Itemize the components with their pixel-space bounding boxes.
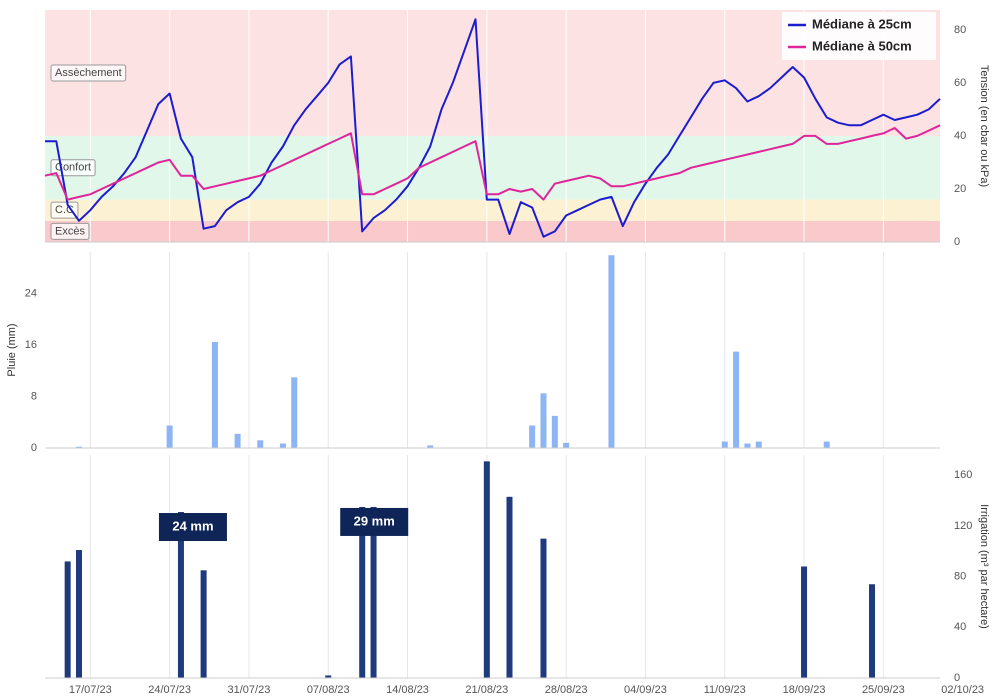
bar <box>75 550 82 678</box>
zone-label-text: Assèchement <box>55 67 122 79</box>
zone <box>45 135 940 200</box>
x-tick-label: 17/07/23 <box>69 684 112 696</box>
bar <box>823 441 830 448</box>
x-tick-label: 18/09/23 <box>783 684 826 696</box>
y-tick-label: 20 <box>954 183 966 195</box>
bar <box>608 255 615 448</box>
x-tick-label: 07/08/23 <box>307 684 350 696</box>
zone-label-text: Confort <box>55 162 91 174</box>
bar <box>529 425 536 448</box>
y-axis-label: Pluie (mm) <box>6 323 18 376</box>
x-tick-label: 04/09/23 <box>624 684 667 696</box>
zone-label-text: Excès <box>55 225 85 237</box>
bar <box>801 566 808 678</box>
legend-label: Médiane à 25cm <box>812 16 912 31</box>
y-tick-label: 24 <box>25 288 37 300</box>
bar <box>540 393 547 448</box>
bar <box>506 496 513 678</box>
y-tick-label: 60 <box>954 77 966 89</box>
bar <box>869 584 876 678</box>
x-tick-label: 14/08/23 <box>386 684 429 696</box>
bar <box>370 506 377 678</box>
bar <box>166 425 173 448</box>
legend: Médiane à 25cm Médiane à 50cm <box>782 12 936 60</box>
annotation: 24 mm <box>158 513 227 542</box>
bar <box>540 538 547 678</box>
bar <box>721 441 728 448</box>
zone <box>45 199 940 221</box>
bar <box>325 675 332 678</box>
bar <box>483 461 490 678</box>
zone-label-box <box>50 201 79 219</box>
line <box>44 124 941 201</box>
zone-label: Assèchement <box>50 64 127 82</box>
y-tick-label: 40 <box>954 130 966 142</box>
bar <box>279 443 286 448</box>
y-tick-label: 0 <box>31 442 37 454</box>
y-tick-label: 16 <box>25 339 37 351</box>
bar <box>733 351 740 448</box>
y-tick-label: 0 <box>954 672 960 684</box>
zone-label: C.C <box>50 201 79 219</box>
bar <box>177 512 184 678</box>
bar <box>200 570 207 678</box>
y-tick-label: 80 <box>954 571 966 583</box>
zone-label-box <box>50 64 127 82</box>
y-tick-label: 160 <box>954 469 972 481</box>
bar <box>359 506 366 678</box>
zone-label: Excès <box>50 222 90 240</box>
bar <box>64 561 71 678</box>
annotation: 29 mm <box>340 507 409 536</box>
line <box>45 18 941 238</box>
y-tick-label: 8 <box>31 390 37 402</box>
annotation-box <box>158 513 227 542</box>
annotation-text: 24 mm <box>172 518 213 533</box>
x-tick-label: 24/07/23 <box>148 684 191 696</box>
legend-label: Médiane à 50cm <box>812 38 912 53</box>
zone-label: Confort <box>50 159 96 177</box>
y-axis-label: Tension (en cbar ou kPa) <box>978 65 990 187</box>
bar <box>755 441 762 448</box>
y-tick-label: 120 <box>954 520 972 532</box>
bar <box>211 341 218 448</box>
bar <box>563 442 570 448</box>
zone-label-box <box>50 222 90 240</box>
zone <box>45 220 940 242</box>
bar <box>744 443 751 448</box>
x-tick-label: 31/07/23 <box>228 684 271 696</box>
x-tick-label: 02/10/23 <box>941 684 984 696</box>
bar <box>551 415 558 448</box>
x-tick-label: 25/09/23 <box>862 684 905 696</box>
bar <box>234 433 241 448</box>
annotation-text: 29 mm <box>354 513 395 528</box>
y-tick-label: 0 <box>954 236 960 248</box>
y-tick-label: 80 <box>954 24 966 36</box>
x-tick-label: 21/08/23 <box>465 684 508 696</box>
y-axis-label: Irrigation (m³ par hectare) <box>978 504 990 629</box>
legend-box <box>782 12 936 60</box>
bar <box>291 377 298 448</box>
bar <box>257 440 264 448</box>
y-tick-label: 40 <box>954 621 966 633</box>
x-tick-label: 28/08/23 <box>545 684 588 696</box>
bar <box>75 446 82 448</box>
bar <box>427 445 434 448</box>
annotation-box <box>340 507 409 536</box>
x-tick-label: 11/09/23 <box>704 684 746 696</box>
